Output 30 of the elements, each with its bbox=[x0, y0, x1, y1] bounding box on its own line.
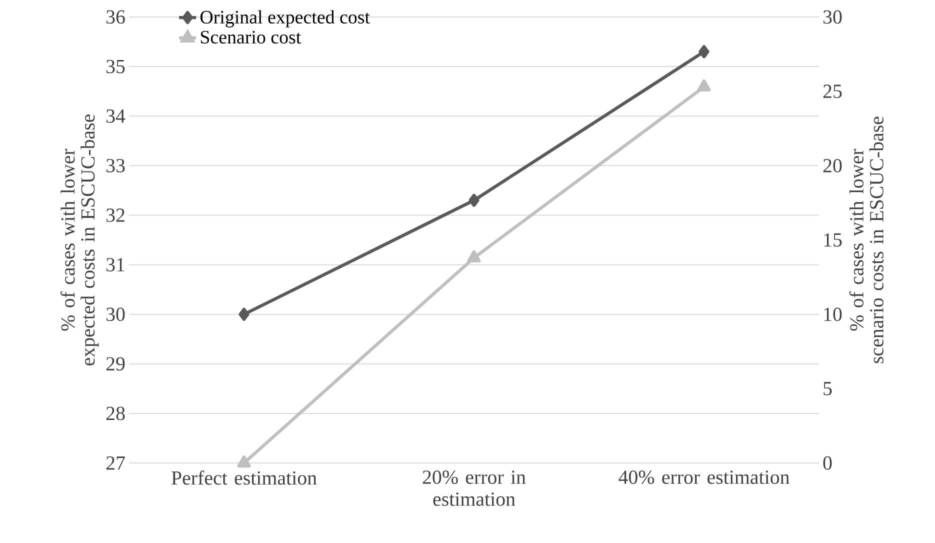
y-tick-label: 35 bbox=[106, 60, 125, 74]
y-tick-label: 33 bbox=[106, 158, 125, 172]
y-tick-label: 29 bbox=[106, 357, 125, 371]
x-tick-label: 20% error in estimation bbox=[422, 470, 526, 506]
y-tick-label: 27 bbox=[106, 456, 125, 470]
x-tick-label: 40% error estimation bbox=[618, 470, 790, 484]
y-axis-title: % of cases with lower expected costs in ESCUC-base bbox=[60, 114, 99, 366]
point bbox=[467, 250, 481, 262]
point bbox=[698, 45, 710, 58]
y2-tick-label: 20 bbox=[823, 158, 842, 172]
y2-axis-title: % of cases with lower scenario costs in ESCUC-base bbox=[849, 116, 884, 364]
y-tick-label: 36 bbox=[106, 10, 125, 24]
point bbox=[697, 79, 711, 92]
y2-tick-label: 30 bbox=[823, 10, 842, 24]
y-tick-label: 31 bbox=[106, 258, 124, 272]
y2-tick-label: 10 bbox=[824, 308, 842, 322]
point bbox=[237, 455, 251, 468]
legend-label: Original expected cost bbox=[200, 10, 370, 28]
y-tick-label: 32 bbox=[106, 208, 124, 222]
y2-tick-label: 15 bbox=[824, 233, 842, 247]
y2-tick-label: 25 bbox=[823, 84, 842, 98]
y2-tick-label: 0 bbox=[823, 456, 832, 470]
y2-tick-label: 5 bbox=[824, 382, 832, 396]
point bbox=[468, 194, 480, 207]
legend-label: Scenario cost bbox=[200, 30, 302, 44]
x-tick-label: Perfect estimation bbox=[172, 470, 317, 485]
y-tick-label: 28 bbox=[106, 406, 125, 420]
point bbox=[238, 308, 250, 321]
y-tick-label: 34 bbox=[106, 109, 126, 123]
y-tick-label: 30 bbox=[106, 308, 125, 322]
